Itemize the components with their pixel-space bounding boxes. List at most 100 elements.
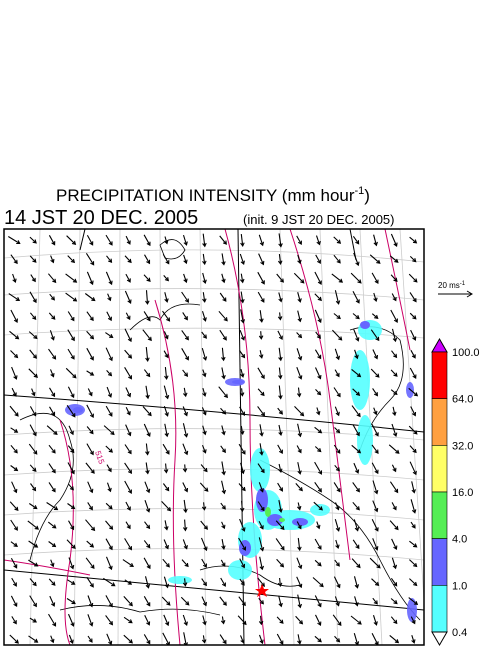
wind-arrow (277, 444, 283, 455)
wind-arrow (372, 615, 378, 626)
wind-arrow (296, 235, 302, 246)
location-star (255, 584, 269, 597)
wind-arrow (29, 424, 37, 437)
wind-arrow (65, 273, 78, 283)
wind-arrow (67, 503, 76, 510)
wind-arrow (11, 366, 18, 380)
wind-arrow (163, 385, 170, 400)
wind-arrow (316, 521, 321, 530)
wind-arrow (334, 559, 340, 567)
wind-arrow (200, 537, 208, 552)
precip-area (350, 350, 370, 410)
wind-arrow (391, 423, 398, 438)
wind-arrow (106, 464, 112, 473)
wind-arrow (220, 616, 226, 625)
wind-arrow (106, 255, 113, 264)
wind-arrow (240, 309, 246, 324)
wind-arrow (67, 329, 75, 342)
wind-arrow (12, 273, 17, 283)
wind-arrow (257, 501, 265, 512)
wind-arrow (144, 576, 151, 589)
wind-arrow (352, 539, 360, 550)
wind-arrow (314, 367, 322, 380)
wind-arrow (85, 253, 95, 266)
wind-arrow (258, 482, 264, 493)
wind-arrow (389, 481, 399, 494)
wind-arrow (408, 273, 418, 283)
wind-arrow (294, 406, 305, 417)
wind-arrow (258, 597, 264, 605)
colorbar-segment (431, 585, 448, 633)
wind-arrow (164, 520, 169, 531)
wind-arrow (333, 576, 341, 589)
wind-arrow (182, 387, 188, 398)
wind-arrow (201, 444, 207, 454)
wind-arrow (103, 577, 116, 587)
wind-arrow (258, 253, 265, 266)
wind-arrow (183, 254, 188, 265)
wind-arrow (124, 444, 132, 455)
wind-arrow (46, 425, 58, 435)
wind-arrow (67, 613, 75, 627)
wind-arrow (297, 634, 302, 645)
wind-arrow (67, 348, 75, 360)
wind-arrow (333, 313, 341, 320)
wind-arrow (276, 616, 284, 624)
wind-arrow (164, 236, 169, 245)
colorbar-segment (431, 491, 448, 539)
wind-arrow (125, 521, 131, 530)
wind-arrow (28, 559, 39, 567)
wind-arrow (371, 578, 380, 587)
wind-arrow (202, 233, 207, 248)
wind-arrow (163, 331, 169, 340)
wind-arrow (143, 423, 151, 437)
precip-core (232, 380, 244, 384)
wind-arrow (182, 443, 189, 456)
wind-arrow (257, 406, 266, 417)
wind-arrow (297, 594, 303, 609)
wind-arrow (143, 634, 151, 645)
wind-arrow (125, 273, 131, 283)
colorbar-segment (431, 351, 448, 399)
wind-arrow (49, 293, 55, 301)
title-end: ) (364, 186, 370, 205)
wind-arrow (143, 311, 151, 322)
wind-arrow (183, 632, 189, 645)
wind-arrow (10, 519, 18, 531)
wind-arrow (11, 616, 17, 625)
wind-arrow (86, 443, 94, 456)
wind-arrow (276, 273, 284, 283)
wind-arrow (85, 557, 95, 570)
wind-arrow (353, 462, 360, 474)
wind-arrow (86, 426, 94, 435)
reference-sup: -1 (460, 281, 466, 287)
colorbar-label: 16.0 (452, 487, 473, 499)
wind-arrow (106, 370, 113, 377)
wind-arrow (314, 481, 322, 493)
wind-arrow (391, 464, 397, 473)
precip-core (292, 518, 308, 526)
wind-arrow (66, 235, 77, 246)
wind-arrow (220, 407, 227, 415)
wind-arrow (389, 634, 400, 644)
wind-arrow (144, 521, 151, 530)
wind-arrow (67, 311, 75, 322)
wind-arrow (258, 520, 264, 530)
wind-arrow (277, 330, 283, 341)
wind-arrow (388, 444, 400, 454)
wind-arrow (105, 502, 113, 510)
wind-arrow (331, 273, 344, 283)
wind-arrow (314, 538, 322, 550)
wind-arrow (296, 576, 303, 589)
wind-arrow (144, 614, 151, 626)
wind-arrow (221, 425, 226, 436)
wind-arrow (354, 349, 359, 360)
wind-arrow (29, 617, 38, 623)
wind-arrow (66, 598, 76, 605)
wind-arrow (201, 502, 207, 511)
wind-arrow (221, 461, 226, 476)
wind-arrow (28, 503, 38, 510)
wind-arrow (48, 541, 57, 548)
wind-arrow (333, 254, 341, 264)
wind-arrow (297, 423, 303, 438)
